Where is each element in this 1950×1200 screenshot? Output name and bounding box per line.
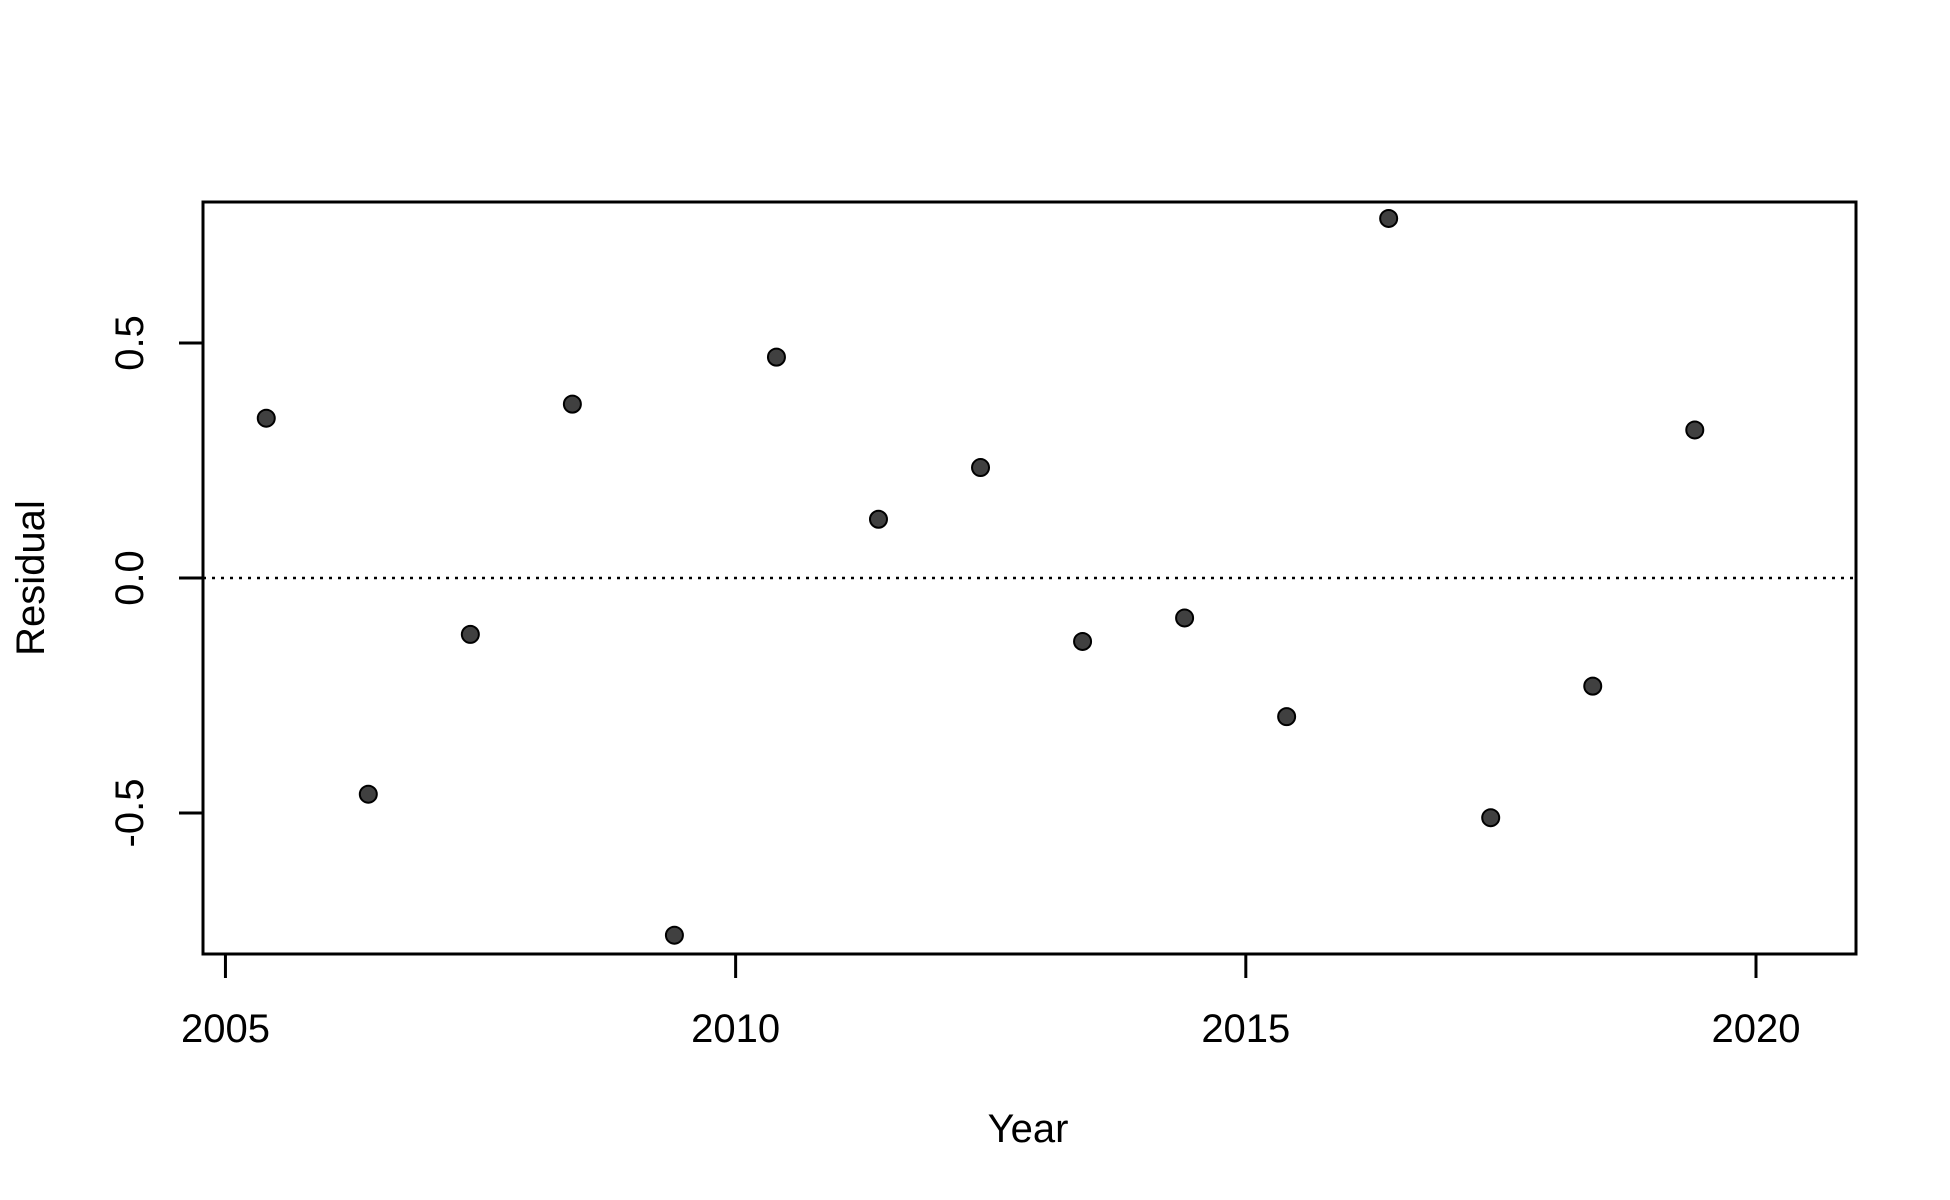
y-axis-title: Residual xyxy=(9,500,53,656)
y-tick-label: 0.0 xyxy=(108,550,152,606)
x-tick-label: 2005 xyxy=(181,1007,270,1051)
data-point xyxy=(460,624,480,644)
data-point xyxy=(868,509,888,529)
x-axis: 2005 2010 2015 2020 xyxy=(181,952,1801,1051)
data-points xyxy=(256,208,1705,945)
data-point xyxy=(256,408,276,428)
data-point xyxy=(1175,608,1195,628)
x-tick-label: 2020 xyxy=(1712,1007,1801,1051)
data-point xyxy=(1277,707,1297,727)
y-tick-label: -0.5 xyxy=(108,779,152,848)
y-tick-label: 0.5 xyxy=(108,315,152,371)
y-axis: -0.5 0.0 0.5 xyxy=(108,315,205,848)
data-point xyxy=(766,347,786,367)
data-point xyxy=(1583,676,1603,696)
data-point xyxy=(562,394,582,414)
data-point xyxy=(664,925,684,945)
x-tick-label: 2010 xyxy=(691,1007,780,1051)
data-point xyxy=(1073,631,1093,651)
data-point xyxy=(1685,420,1705,440)
data-point xyxy=(358,784,378,804)
x-axis-title: Year xyxy=(988,1107,1069,1151)
x-tick-label: 2015 xyxy=(1201,1007,1290,1051)
data-point xyxy=(1379,208,1399,228)
data-point xyxy=(971,458,991,478)
data-point xyxy=(1481,808,1501,828)
